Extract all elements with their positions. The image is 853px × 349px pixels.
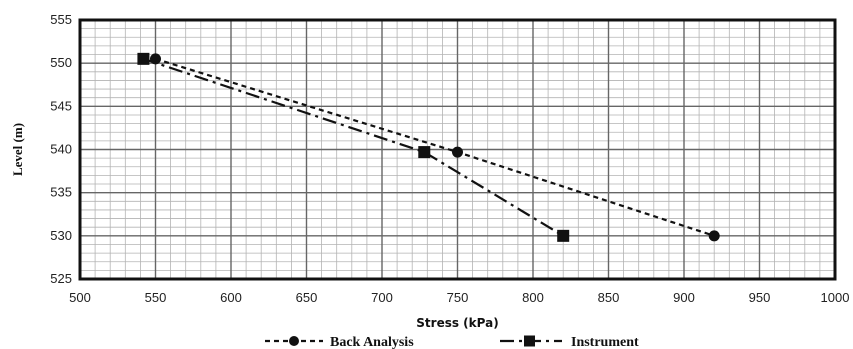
legend-item-back-analysis: Back Analysis	[265, 335, 414, 349]
y-tick-label: 525	[50, 271, 72, 286]
y-tick-label: 545	[50, 98, 72, 113]
x-axis-ticks: 500 550 600 650 700 750 800 850 900 950 1000	[69, 290, 849, 305]
x-tick-label: 550	[145, 290, 167, 305]
legend-instrument-marker	[524, 335, 535, 347]
x-tick-label: 900	[673, 290, 695, 305]
x-tick-label: 850	[598, 290, 620, 305]
data-point-circle	[708, 230, 720, 242]
y-tick-label: 540	[50, 142, 72, 157]
y-tick-label: 535	[50, 185, 72, 200]
legend-item-instrument: Instrument	[500, 335, 639, 349]
y-tick-label: 530	[50, 228, 72, 243]
x-tick-label: 950	[749, 290, 771, 305]
legend: Back Analysis Instrument	[265, 335, 639, 349]
x-tick-label: 750	[447, 290, 469, 305]
x-axis-title: Stress (kPa)	[416, 316, 498, 330]
plot-area-frame	[78, 18, 837, 281]
x-tick-label: 650	[296, 290, 318, 305]
legend-instrument-label: Instrument	[571, 335, 639, 349]
data-point-square	[557, 229, 570, 242]
x-tick-label: 500	[69, 290, 91, 305]
y-axis-title: Level (m)	[10, 123, 25, 176]
series-line-0	[155, 57, 715, 237]
data-point-square	[137, 52, 150, 65]
series-line-1	[143, 57, 564, 237]
y-tick-label: 555	[50, 12, 72, 27]
legend-back-analysis-label: Back Analysis	[330, 335, 414, 349]
series-layer	[137, 52, 720, 242]
y-axis-ticks: 525 530 535 540 545 550 555	[50, 12, 72, 286]
data-point-square	[418, 146, 431, 159]
legend-back-analysis-marker	[289, 336, 299, 346]
x-tick-label: 700	[371, 290, 393, 305]
x-tick-label: 1000	[821, 290, 850, 305]
data-point-circle	[452, 146, 463, 158]
y-tick-label: 550	[50, 55, 72, 70]
x-tick-label: 600	[220, 290, 242, 305]
x-tick-label: 800	[522, 290, 544, 305]
